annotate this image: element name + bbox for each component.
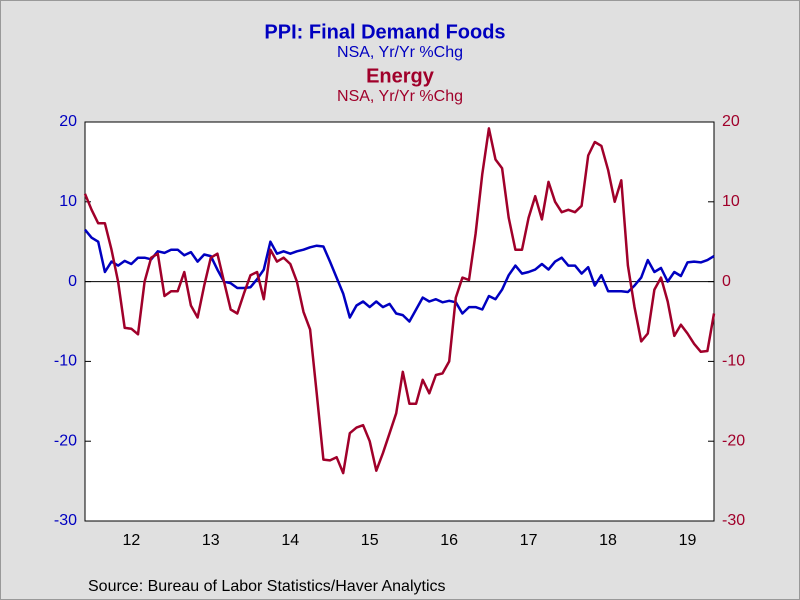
y-tick-label: 10 [59,193,77,210]
x-tick-label: 15 [361,532,379,549]
y-tick-label: -10 [54,353,77,370]
y-tick-label: -20 [54,432,77,449]
y2-tick-label: -20 [722,432,745,449]
y-tick-label: 20 [59,113,77,130]
series-title: PPI: Final Demand Foods [264,21,505,43]
y2-tick-label: 0 [722,273,731,290]
series-line [84,228,715,323]
x-tick-label: 17 [520,532,538,549]
series-subtitle: NSA, Yr/Yr %Chg [337,44,463,61]
y2-tick-label: -30 [722,512,745,529]
y2-tick-label: 10 [722,193,740,210]
y-tick-label: 0 [68,273,77,290]
x-tick-label: 16 [440,532,458,549]
x-tick-label: 18 [599,532,617,549]
y-tick-label: -30 [54,512,77,529]
x-tick-label: 14 [281,532,299,549]
y2-tick-label: 20 [722,113,740,130]
source: Source: Bureau of Labor Statistics/Haver… [88,578,446,595]
y2-tick-label: -10 [722,353,745,370]
plot-area [84,121,715,522]
x-tick-label: 13 [202,532,220,549]
series-subtitle: NSA, Yr/Yr %Chg [337,88,463,105]
series-line [83,127,716,475]
x-tick-label: 19 [679,532,697,549]
series-title: Energy [366,65,435,87]
x-tick-label: 12 [122,532,140,549]
